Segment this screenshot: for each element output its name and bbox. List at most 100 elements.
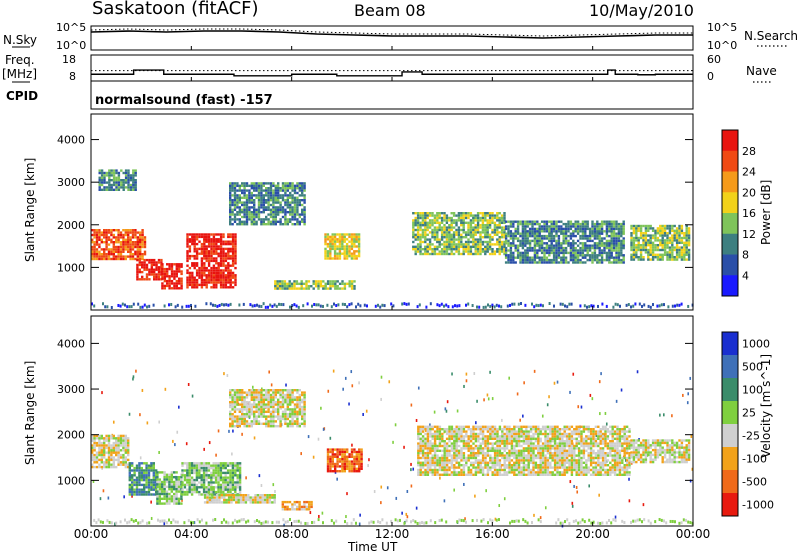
heatmap-cell: [213, 260, 215, 262]
heatmap-cell: [178, 502, 180, 504]
ytick-label: 4000: [57, 134, 85, 147]
heatmap-cell: [575, 228, 577, 230]
heatmap-cell: [168, 474, 170, 476]
heatmap-cell: [253, 413, 255, 415]
ground-scatter-cell: [359, 304, 361, 307]
heatmap-cell: [298, 501, 300, 503]
heatmap-cell: [234, 250, 236, 252]
heatmap-cell: [353, 250, 355, 252]
heatmap-cell: [322, 287, 324, 289]
heatmap-cell: [279, 389, 281, 391]
heatmap-cell: [487, 234, 489, 236]
heatmap-cell: [103, 258, 105, 260]
heatmap-cell: [161, 263, 163, 265]
heatmap-cell: [417, 248, 419, 250]
heatmap-cell: [458, 214, 460, 216]
heatmap-cell: [274, 496, 276, 498]
ground-scatter-cell: [487, 303, 489, 306]
heatmap-cell: [289, 213, 291, 215]
ground-scatter-cell: [465, 304, 467, 307]
heatmap-cell: [110, 464, 112, 466]
heatmap-cell: [133, 479, 135, 481]
heatmap-cell: [132, 177, 134, 179]
heatmap-cell: [524, 261, 526, 263]
heatmap-cell: [654, 230, 656, 232]
heatmap-cell: [301, 213, 303, 215]
heatmap-cell: [138, 481, 140, 483]
heatmap-cell: [213, 233, 215, 235]
heatmap-cell: [587, 254, 589, 256]
heatmap-cell: [299, 189, 301, 191]
heatmap-cell: [424, 212, 426, 214]
heatmap-cell: [150, 484, 152, 486]
heatmap-cell: [231, 201, 233, 203]
heatmap-cell: [132, 241, 134, 243]
heatmap-cell: [279, 201, 281, 203]
heatmap-cell: [96, 253, 98, 255]
heatmap-cell: [303, 503, 305, 505]
heatmap-cell: [548, 261, 550, 263]
heatmap-cell: [251, 192, 253, 194]
heatmap-cell: [201, 474, 203, 476]
heatmap-cell: [272, 223, 274, 225]
heatmap-cell: [507, 245, 509, 247]
heatmap-cell: [221, 501, 223, 503]
heatmap-cell: [210, 253, 212, 255]
heatmap-cell: [272, 411, 274, 413]
heatmap-cell: [136, 259, 138, 261]
heatmap-cell: [567, 223, 569, 225]
heatmap-cell: [208, 465, 210, 467]
heatmap-cell: [489, 246, 491, 248]
heatmap-cell: [127, 440, 129, 442]
heatmap-cell: [210, 481, 212, 483]
ground-scatter-cell: [221, 303, 223, 306]
heatmap-cell: [234, 396, 236, 398]
heatmap-cell: [541, 257, 543, 259]
heatmap-cell: [234, 199, 236, 201]
heatmap-cell: [479, 219, 481, 221]
heatmap-cell: [534, 249, 536, 251]
heatmap-cell: [451, 234, 453, 236]
heatmap-cell: [603, 245, 605, 247]
heatmap-cell: [267, 187, 269, 189]
heatmap-cell: [236, 389, 238, 391]
heatmap-cell: [301, 204, 303, 206]
heatmap-cell: [463, 236, 465, 238]
heatmap-cell: [225, 257, 227, 259]
heatmap-cell: [234, 274, 236, 276]
heatmap-cell: [235, 499, 237, 501]
heatmap-cell: [234, 194, 236, 196]
heatmap-cell: [117, 456, 119, 458]
heatmap-cell: [173, 495, 175, 497]
heatmap-cell: [272, 197, 274, 199]
heatmap-cell: [567, 252, 569, 254]
heatmap-cell: [120, 255, 122, 257]
heatmap-cell: [131, 465, 133, 467]
heatmap-cell: [344, 241, 346, 243]
ground-scatter-cell: [632, 305, 634, 308]
heatmap-cell: [232, 245, 234, 247]
heatmap-cell: [664, 225, 666, 227]
heatmap-cell: [686, 237, 688, 239]
heatmap-cell: [218, 233, 220, 235]
heatmap-cell: [281, 287, 283, 289]
heatmap-cell: [267, 408, 269, 410]
heatmap-cell: [298, 283, 300, 285]
heatmap-cell: [267, 201, 269, 203]
heatmap-cell: [93, 444, 95, 446]
heatmap-cell: [635, 246, 637, 248]
heatmap-cell: [515, 230, 517, 232]
heatmap-cell: [510, 252, 512, 254]
ground-scatter-cell: [210, 302, 212, 305]
heatmap-cell: [279, 197, 281, 199]
heatmap-cell: [499, 217, 501, 219]
heatmap-cell: [601, 261, 603, 263]
heatmap-cell: [277, 406, 279, 408]
heatmap-cell: [512, 245, 514, 247]
heatmap-cell: [220, 469, 222, 471]
heatmap-cell: [296, 389, 298, 391]
noise-ytick-high: 10^5: [56, 21, 86, 34]
heatmap-speck: [342, 388, 344, 391]
heatmap-cell: [451, 250, 453, 252]
heatmap-cell: [99, 184, 101, 186]
